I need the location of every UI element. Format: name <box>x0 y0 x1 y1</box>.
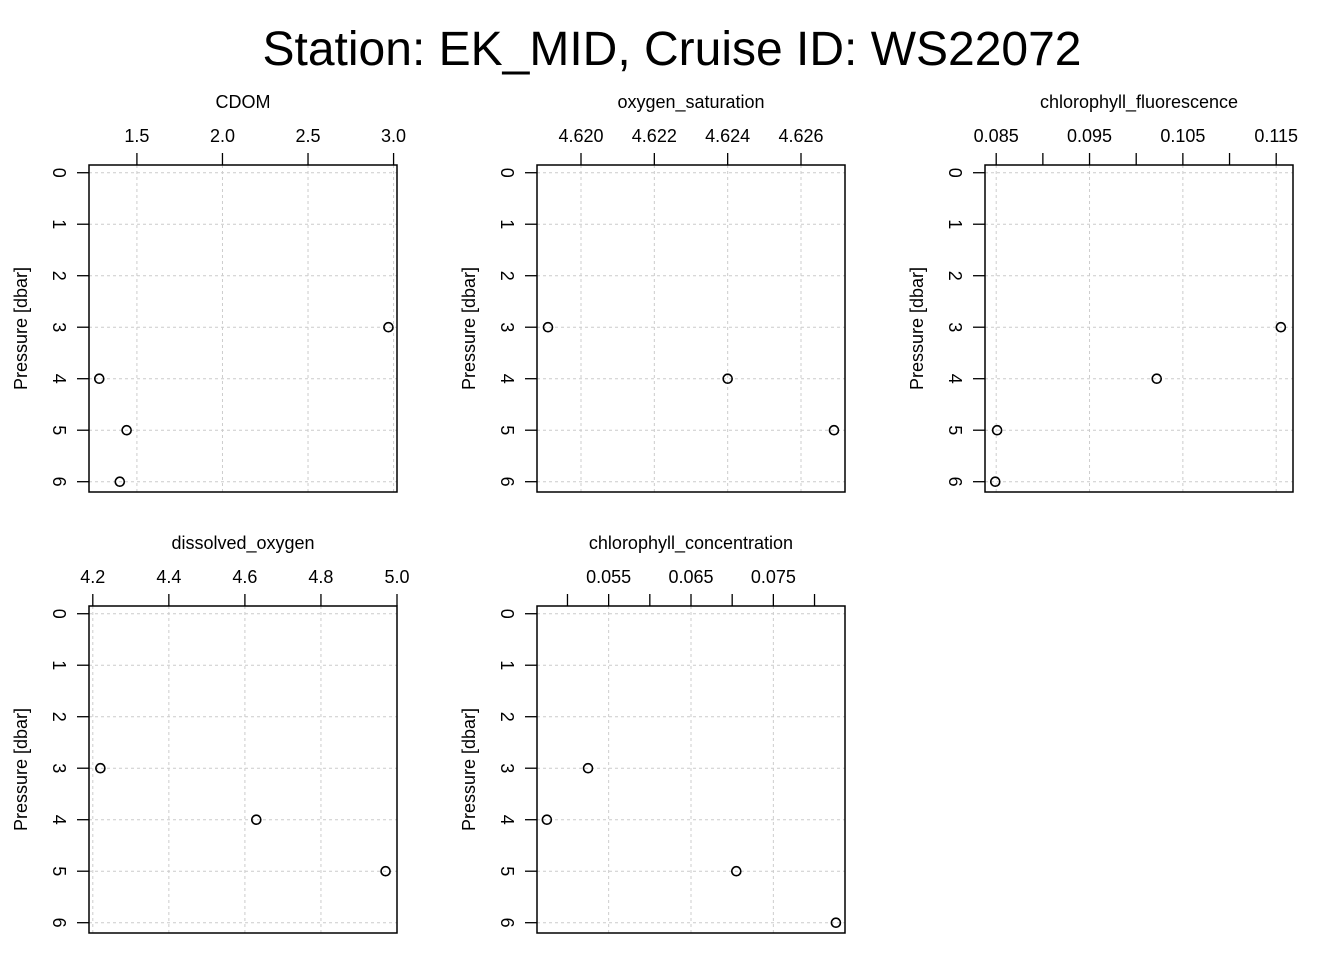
y-tick-label: 4 <box>497 815 517 825</box>
y-tick-label: 3 <box>497 763 517 773</box>
plot-panel-2: 4.620 4.622 4.624 4.626 oxygen_saturation 0 1 2… <box>459 92 846 493</box>
y-tick-label: 4 <box>497 374 517 384</box>
y-tick-label: 6 <box>497 918 517 928</box>
y-tick-label: 6 <box>49 477 69 487</box>
y-tick-label: 5 <box>497 425 517 435</box>
y-tick-label: 3 <box>49 763 69 773</box>
x-tick-label: 4.2 <box>80 567 105 587</box>
x-tick-label: 1.5 <box>124 126 149 146</box>
y-tick-label: 6 <box>497 477 517 487</box>
panel-title: dissolved_oxygen <box>171 533 314 554</box>
x-tick-label: 4.626 <box>778 126 823 146</box>
y-tick-label: 5 <box>49 866 69 876</box>
panel-title: CDOM <box>216 92 271 112</box>
x-tick-label: 4.624 <box>705 126 750 146</box>
y-tick-label: 3 <box>49 322 69 332</box>
y-tick-label: 2 <box>49 712 69 722</box>
y-tick-label: 6 <box>49 918 69 928</box>
x-tick-label: 0.105 <box>1160 126 1205 146</box>
x-tick-label: 0.115 <box>1254 126 1298 146</box>
page-title: Station: EK_MID, Cruise ID: WS22072 <box>262 23 1082 76</box>
data-point <box>1275 321 1287 333</box>
data-point <box>991 424 1003 436</box>
x-tick-label: 4.6 <box>232 567 257 587</box>
y-axis-label: Pressure [dbar] <box>11 267 31 390</box>
plot-frame <box>88 164 398 493</box>
panel-title: oxygen_saturation <box>617 92 764 113</box>
panel-title: chlorophyll_concentration <box>589 533 793 554</box>
y-tick-label: 1 <box>497 660 517 670</box>
x-tick-label: 0.095 <box>1067 126 1112 146</box>
data-point <box>582 762 594 774</box>
x-tick-label: 2.0 <box>210 126 235 146</box>
y-tick-label: 0 <box>49 168 69 178</box>
plot-frame <box>536 164 846 493</box>
y-axis-label: Pressure [dbar] <box>459 708 479 831</box>
x-tick-label: 3.0 <box>381 126 406 146</box>
y-tick-label: 0 <box>945 168 965 178</box>
plot-panel-3: 0.085 0.095 0.105 0.115 chlorophyll_fluoresc… <box>907 92 1298 493</box>
y-tick-label: 4 <box>49 374 69 384</box>
data-point <box>730 865 742 877</box>
y-tick-label: 6 <box>945 477 965 487</box>
data-point <box>722 373 733 385</box>
y-tick-label: 3 <box>497 322 517 332</box>
y-tick-label: 1 <box>497 219 517 229</box>
y-tick-label: 2 <box>49 271 69 281</box>
x-tick-label: 4.4 <box>156 567 181 587</box>
plot-panel-4: 4.2 4.4 4.6 4.8 5.0 dissolved_oxygen 0 1 2 3 4 5 6 Pr… <box>11 533 410 934</box>
data-point <box>830 917 842 929</box>
y-tick-label: 5 <box>497 866 517 876</box>
x-tick-label: 4.8 <box>308 567 333 587</box>
y-tick-label: 0 <box>49 609 69 619</box>
x-tick-label: 0.075 <box>751 567 796 587</box>
x-tick-label: 0.065 <box>668 567 713 587</box>
plot-frame <box>88 605 398 934</box>
y-tick-label: 5 <box>945 425 965 435</box>
y-tick-label: 2 <box>945 271 965 281</box>
data-point <box>383 321 394 333</box>
plot-frame <box>984 164 1294 493</box>
x-tick-label: 0.055 <box>586 567 631 587</box>
y-tick-label: 0 <box>497 168 517 178</box>
data-point <box>542 321 554 333</box>
data-point <box>1151 373 1163 385</box>
data-point <box>95 762 106 774</box>
data-point <box>828 424 840 436</box>
data-point <box>380 865 391 877</box>
panel-title: chlorophyll_fluorescence <box>1040 92 1238 113</box>
y-tick-label: 2 <box>497 271 517 281</box>
y-tick-label: 4 <box>49 815 69 825</box>
y-tick-label: 2 <box>497 712 517 722</box>
y-tick-label: 0 <box>497 609 517 619</box>
y-tick-label: 4 <box>945 374 965 384</box>
x-tick-label: 0.085 <box>974 126 1019 146</box>
data-point <box>541 814 553 826</box>
x-tick-label: 5.0 <box>384 567 409 587</box>
y-tick-label: 1 <box>945 219 965 229</box>
x-tick-label: 2.5 <box>296 126 321 146</box>
x-tick-label: 4.620 <box>558 126 603 146</box>
plot-panel-5: 0.055 0.065 0.075 chlorophyll_concentration… <box>459 533 846 934</box>
y-axis-label: Pressure [dbar] <box>907 267 927 390</box>
y-tick-label: 5 <box>49 425 69 435</box>
data-point <box>251 814 262 826</box>
data-point <box>989 476 1001 488</box>
data-point <box>93 373 105 385</box>
y-axis-label: Pressure [dbar] <box>11 708 31 831</box>
plot-panel-1: 1.5 2.0 2.5 3.0 CDOM 0 1 2 3 4 5 6 Pressure [dbar] <box>11 92 406 493</box>
y-tick-label: 3 <box>945 322 965 332</box>
y-axis-label: Pressure [dbar] <box>459 267 479 390</box>
x-tick-label: 4.622 <box>632 126 677 146</box>
y-tick-label: 1 <box>49 219 69 229</box>
data-point <box>121 424 132 436</box>
data-point <box>114 476 126 488</box>
y-tick-label: 1 <box>49 660 69 670</box>
